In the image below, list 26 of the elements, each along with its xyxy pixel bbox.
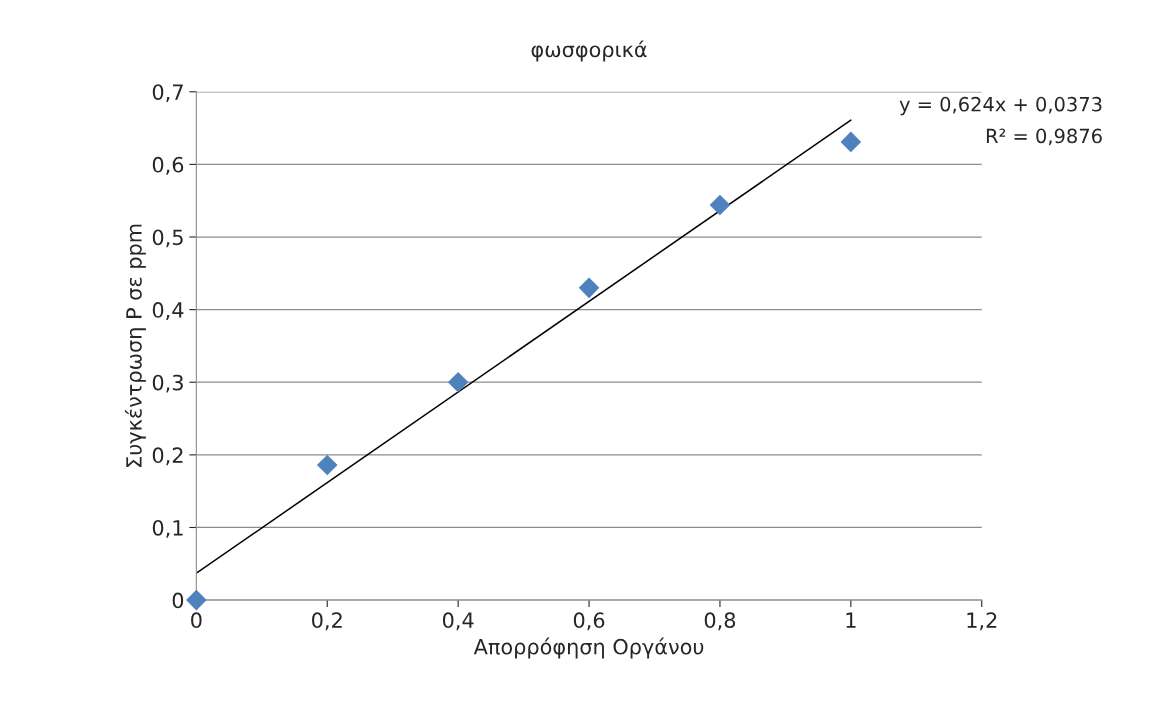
y-tick-label: 0,7 xyxy=(152,84,183,103)
annotation: y = 0,624x + 0,0373 xyxy=(899,96,1102,116)
text: R² = 0,9876 xyxy=(986,128,1102,146)
y-tick-label: 0,1 xyxy=(152,519,183,538)
x-tick-label: 0,6 xyxy=(573,612,605,631)
x-axis-title: Απορρόφηση Οργάνου xyxy=(473,637,704,659)
point xyxy=(578,277,600,299)
y-tick-label: 0,6 xyxy=(152,156,184,175)
y-tick-label: 0,5 xyxy=(152,229,183,248)
y-tick-label: 0,2 xyxy=(152,447,183,466)
point xyxy=(316,454,338,476)
point xyxy=(840,131,862,153)
point xyxy=(447,371,469,393)
y-axis-title: Συγκέντρωση P σε ppm xyxy=(124,224,146,467)
y-tick-label: 0,3 xyxy=(152,374,183,393)
y-tick-label: 0,4 xyxy=(152,302,184,320)
point xyxy=(186,589,207,611)
x-tick-label: 1 xyxy=(846,612,856,628)
y-tick-label: 0 xyxy=(172,592,184,609)
x-tick-label: 0,4 xyxy=(442,612,474,631)
x-tick-label: 0,8 xyxy=(704,612,736,631)
point xyxy=(709,194,731,216)
x-tick-label: 1,2 xyxy=(967,612,997,631)
x-tick-label: 0,2 xyxy=(312,612,342,631)
x-tick-label: 0 xyxy=(191,612,202,629)
chart-title: φωσφορικά xyxy=(531,40,647,62)
